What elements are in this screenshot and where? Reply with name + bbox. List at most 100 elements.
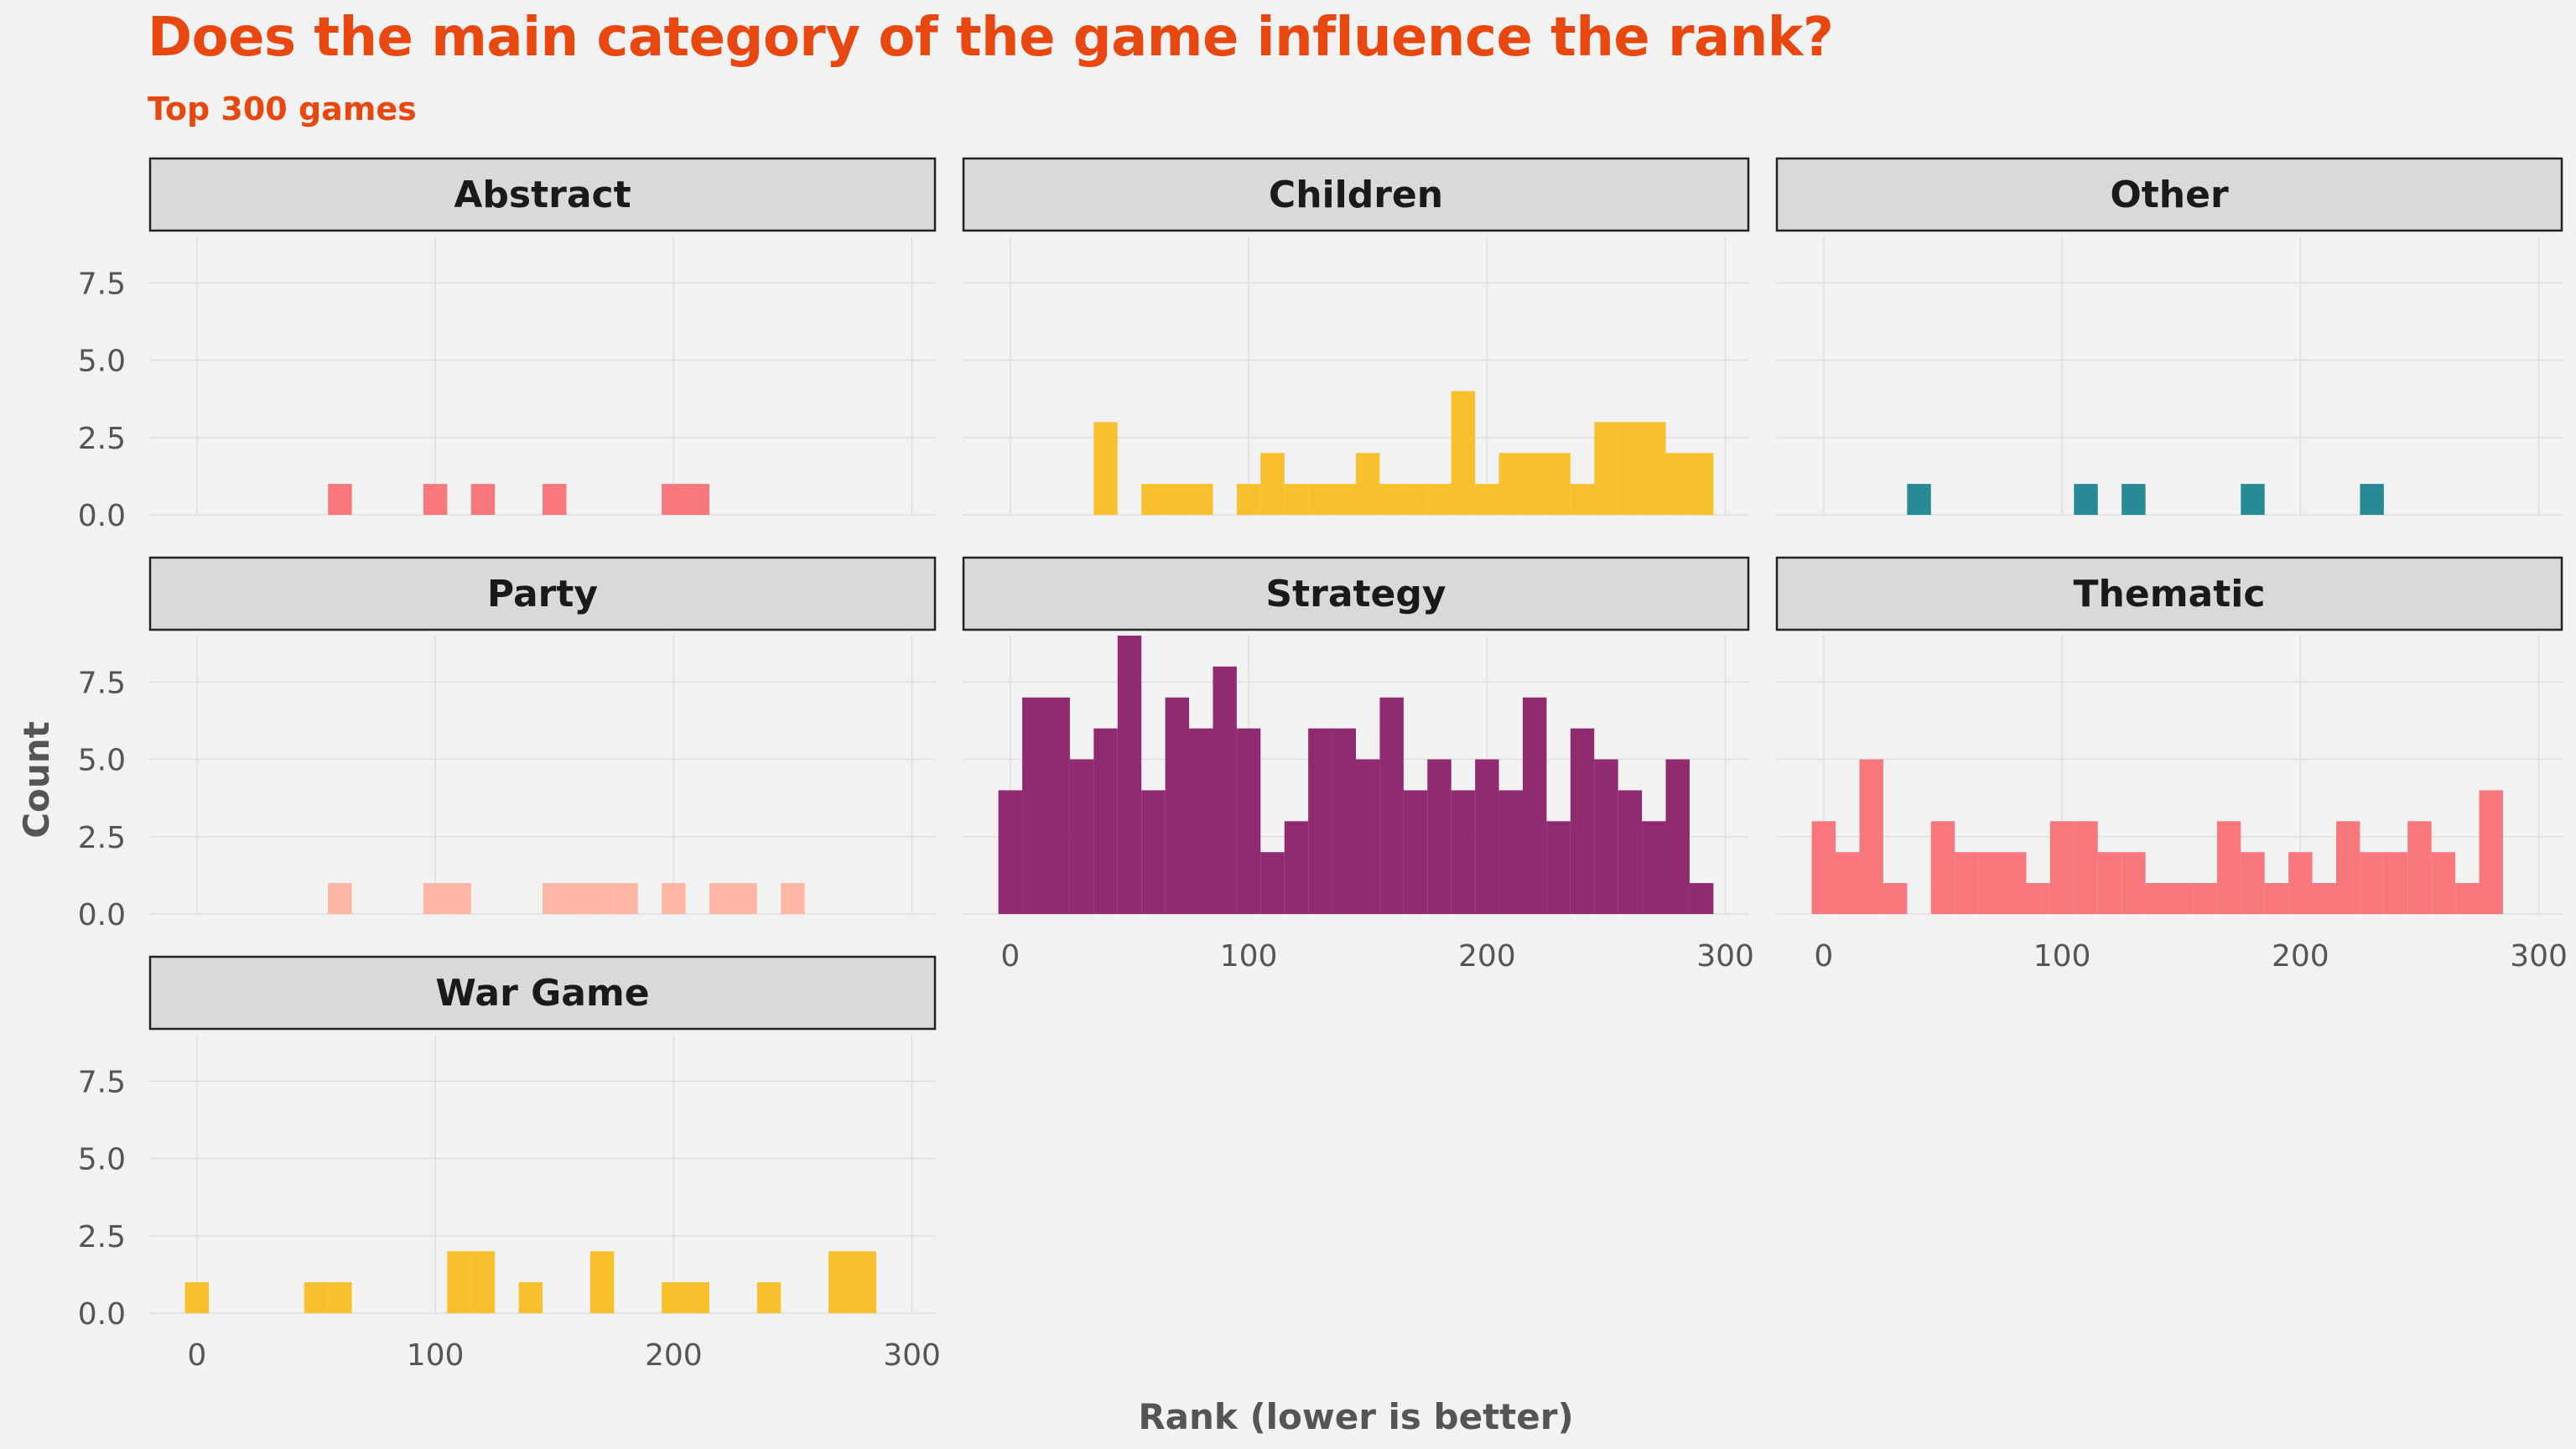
bar	[662, 1282, 686, 1313]
strip-background	[1775, 157, 2563, 232]
x-tick-label: 100	[1220, 939, 1278, 974]
bar	[1859, 759, 1883, 914]
bar	[1356, 759, 1380, 914]
bar	[2264, 883, 2289, 914]
facet-children: Children	[962, 157, 1750, 516]
bar	[1093, 728, 1118, 914]
chart-title: Does the main category of the game influ…	[148, 7, 1834, 69]
bar	[1689, 453, 1714, 515]
bar	[1332, 728, 1356, 914]
bar	[1546, 453, 1571, 515]
bar	[1689, 883, 1714, 914]
bar	[1618, 790, 1643, 914]
bar	[589, 883, 615, 914]
bar	[1618, 422, 1643, 515]
bar	[1883, 883, 1908, 914]
bar	[2431, 852, 2456, 914]
bar	[1811, 821, 1836, 914]
y-tick-label: 5.0	[78, 744, 126, 778]
x-axis-title: Rank (lower is better)	[1138, 1396, 1573, 1437]
bar	[1093, 422, 1118, 515]
y-tick-label: 2.5	[78, 422, 126, 456]
x-tick-label: 300	[883, 1338, 941, 1373]
bar	[2097, 852, 2122, 914]
bar	[543, 883, 567, 914]
bar	[756, 1282, 782, 1313]
bar	[828, 1251, 853, 1313]
x-tick-label: 300	[1696, 939, 1754, 974]
bar	[1665, 453, 1690, 515]
facet-label: Other	[2110, 174, 2229, 216]
bar	[447, 1251, 471, 1313]
bar	[2479, 790, 2503, 914]
facet-strategy: Strategy 0 100 200 300	[962, 556, 1754, 974]
strip-background	[148, 556, 937, 631]
bar	[781, 883, 805, 914]
bar	[1165, 697, 1190, 914]
facet-party: Party 0.0 2.5 5.0 7.5	[78, 556, 937, 932]
y-tick-label: 2.5	[78, 1220, 126, 1254]
bar	[2026, 883, 2050, 914]
bar	[1046, 697, 1070, 914]
facet-thematic: Thematic 0 100 200 300	[1775, 556, 2568, 974]
bar	[1522, 453, 1547, 515]
bar	[1955, 852, 1979, 914]
facet-abstract: Abstract 0.0 2.5 5.0 7.5	[78, 157, 937, 533]
strip-background	[962, 556, 1750, 631]
bar	[2122, 484, 2146, 515]
bar	[423, 484, 448, 515]
facet-label: Children	[1269, 174, 1443, 216]
bar	[2407, 821, 2432, 914]
bar	[518, 1282, 543, 1313]
bar	[2193, 883, 2217, 914]
facet-label: Party	[487, 573, 598, 615]
bar	[1356, 453, 1380, 515]
y-tick-label: 2.5	[78, 821, 126, 855]
bar	[685, 484, 709, 515]
bar	[1427, 484, 1452, 515]
bar	[1260, 453, 1285, 515]
bar	[1308, 484, 1332, 515]
bar	[1522, 697, 1547, 914]
bar	[2241, 484, 2265, 515]
bar	[2002, 852, 2027, 914]
bar	[998, 790, 1023, 914]
bar	[2049, 821, 2075, 914]
bar	[2074, 821, 2098, 914]
bar	[1069, 759, 1094, 914]
bar	[328, 883, 352, 914]
y-axis-title: Count	[16, 721, 57, 839]
bar	[1141, 790, 1166, 914]
bar	[1284, 821, 1309, 914]
bar	[1117, 636, 1142, 914]
bar	[2383, 852, 2408, 914]
bar	[2455, 883, 2480, 914]
bar	[1475, 759, 1499, 914]
x-tick-label: 200	[2272, 939, 2329, 974]
x-tick-label: 300	[2510, 939, 2568, 974]
strip-background	[1775, 556, 2563, 631]
bar	[2122, 852, 2146, 914]
y-tick-label: 5.0	[78, 345, 126, 379]
bar	[1427, 759, 1452, 914]
bar	[543, 484, 567, 515]
bar	[1284, 484, 1309, 515]
bar	[662, 484, 686, 515]
bar	[470, 1251, 496, 1313]
bar	[2288, 852, 2313, 914]
bar	[1642, 821, 1666, 914]
bar	[1498, 790, 1523, 914]
bar	[685, 1282, 709, 1313]
x-tick-label: 0	[1814, 939, 1833, 974]
bar	[1836, 852, 1860, 914]
y-tick-label: 7.5	[78, 666, 126, 700]
bar	[733, 883, 757, 914]
bar	[423, 883, 448, 914]
bar	[2241, 852, 2265, 914]
bar	[1403, 790, 1428, 914]
bar	[1642, 422, 1666, 515]
bar	[1978, 852, 2003, 914]
bar	[1189, 728, 1213, 914]
bar	[2074, 484, 2098, 515]
facet-label: Abstract	[454, 174, 631, 216]
